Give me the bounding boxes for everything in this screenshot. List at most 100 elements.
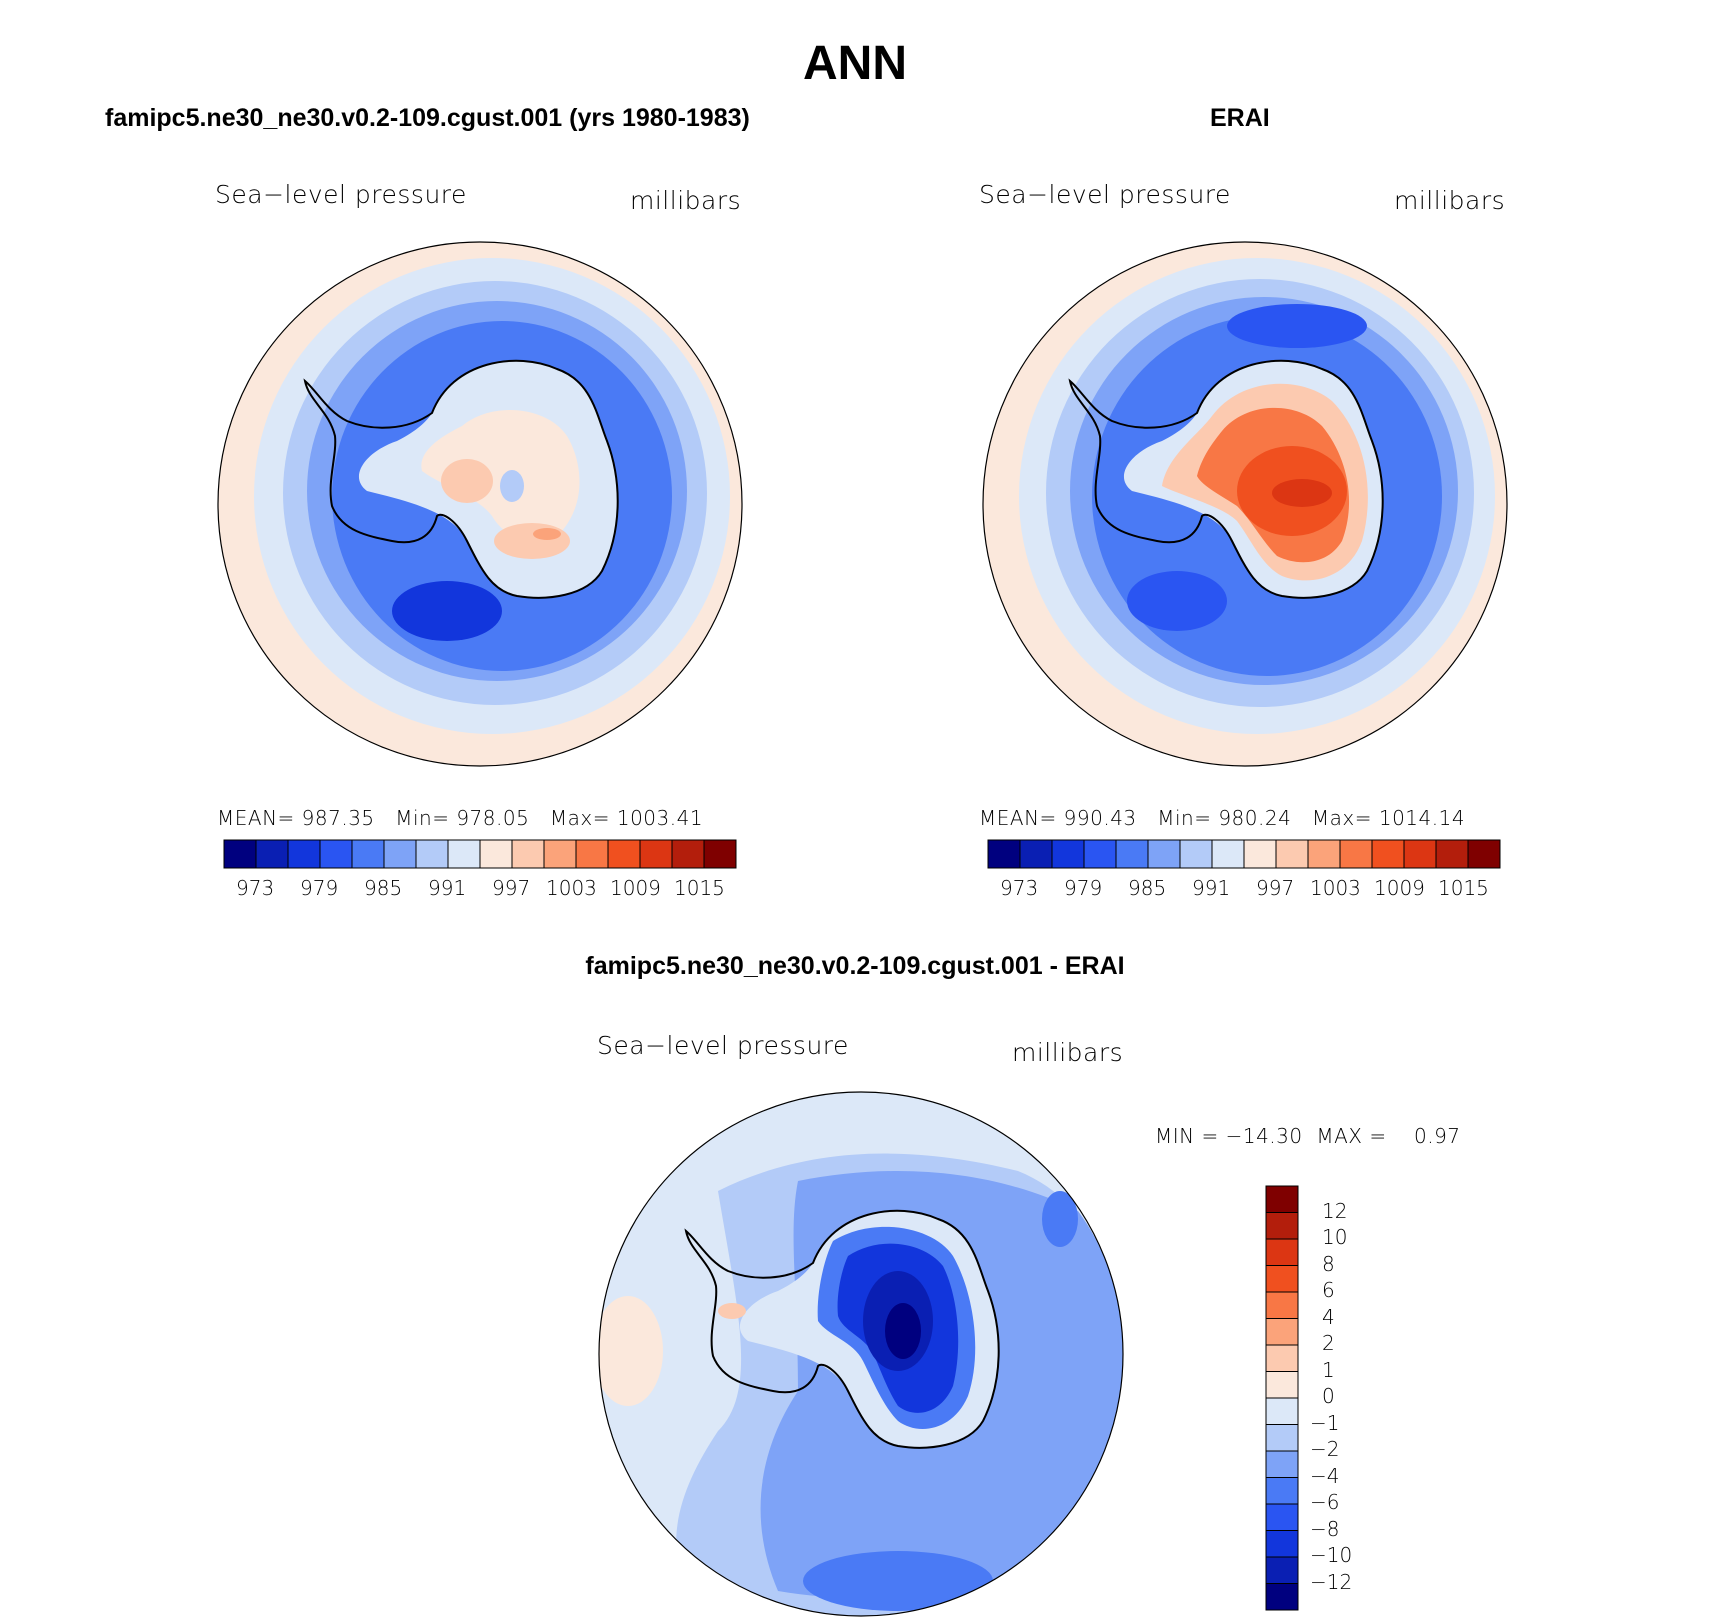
diff-colorbar <box>1265 1185 1299 1611</box>
colorbar-tick: 985 <box>1128 876 1167 900</box>
colorbar-swatch <box>671 839 705 869</box>
panel-2-title: ERAI <box>1210 104 1270 132</box>
diff-region-4 <box>1042 1191 1078 1247</box>
colorbar-swatch <box>1265 1318 1299 1346</box>
panel-2-units: millibars <box>1394 186 1506 215</box>
colorbar-tick: 979 <box>1064 876 1103 900</box>
colorbar-swatch <box>1467 839 1501 869</box>
panel-2-stats: MEAN= 990.43 Min= 980.24 Max= 1014.14 <box>979 806 1465 830</box>
colorbar-tick: −2 <box>1310 1437 1340 1461</box>
colorbar-tick: −10 <box>1310 1543 1353 1567</box>
min-value: 978.05 <box>456 806 530 830</box>
colorbar-tick: 1015 <box>674 876 725 900</box>
colorbar-swatch <box>1339 839 1373 869</box>
colorbar-swatch <box>319 839 353 869</box>
colorbar-swatch <box>511 839 545 869</box>
colorbar-tick: 997 <box>492 876 531 900</box>
max-label: Max= <box>549 806 610 830</box>
high-peak <box>1272 479 1332 507</box>
min-label: Min= <box>395 806 450 830</box>
map-low-core-2 <box>1227 304 1367 348</box>
colorbar-swatch <box>1265 1397 1299 1425</box>
diff-warm-small <box>718 1303 746 1319</box>
diff-stats: MIN = −14.30 MAX = 0.97 <box>1155 1124 1461 1148</box>
panel-2-field-label: Sea−level pressure <box>979 180 1231 209</box>
colorbar-tick: 6 <box>1322 1278 1335 1302</box>
colorbar-tick: 985 <box>364 876 403 900</box>
colorbar-swatch <box>1265 1371 1299 1399</box>
colorbar-tick: 1015 <box>1438 876 1489 900</box>
colorbar-tick: 12 <box>1322 1199 1348 1223</box>
mean-label: MEAN= <box>979 806 1057 830</box>
colorbar-tick: 1 <box>1322 1358 1335 1382</box>
colorbar-swatch <box>703 839 737 869</box>
colorbar-tick: −6 <box>1310 1490 1340 1514</box>
colorbar-tick: 0 <box>1322 1384 1335 1408</box>
colorbar-swatch <box>415 839 449 869</box>
antarctica-inner <box>421 409 580 542</box>
min-label: Min= <box>1157 806 1212 830</box>
antarctica-coast <box>1068 359 1384 599</box>
mean-label: MEAN= <box>217 806 295 830</box>
colorbar-tick: 1003 <box>546 876 597 900</box>
panel-1-stats: MEAN= 987.35 Min= 978.05 Max= 1003.41 <box>217 806 703 830</box>
diff-region-3 <box>803 1551 993 1611</box>
colorbar-swatch <box>383 839 417 869</box>
colorbar-tick: 4 <box>1322 1305 1335 1329</box>
colorbar-tick: 991 <box>1192 876 1231 900</box>
diff-units: millibars <box>1012 1038 1124 1067</box>
colorbar-swatch <box>1243 839 1277 869</box>
diff-min-peak <box>885 1303 921 1359</box>
colorbar-swatch <box>1083 839 1117 869</box>
panel-2-colorbar <box>987 839 1501 869</box>
antarctica-coast <box>303 359 619 599</box>
colorbar-tick: 997 <box>1256 876 1295 900</box>
map-low-core <box>392 581 502 641</box>
colorbar-swatch <box>1019 839 1053 869</box>
colorbar-swatch <box>1265 1503 1299 1531</box>
high-core-1 <box>441 459 493 503</box>
colorbar-tick: 991 <box>428 876 467 900</box>
colorbar-tick: 10 <box>1322 1225 1348 1249</box>
panel-1-map <box>217 241 743 767</box>
local-low <box>500 470 524 502</box>
min-value: 980.24 <box>1218 806 1292 830</box>
colorbar-swatch <box>1179 839 1213 869</box>
colorbar-tick: 979 <box>300 876 339 900</box>
colorbar-swatch <box>223 839 257 869</box>
colorbar-swatch <box>1265 1424 1299 1452</box>
colorbar-swatch <box>543 839 577 869</box>
colorbar-swatch <box>1435 839 1469 869</box>
colorbar-swatch <box>255 839 289 869</box>
colorbar-tick: −1 <box>1310 1411 1340 1435</box>
max-label: Max= <box>1311 806 1372 830</box>
colorbar-tick: 1009 <box>1374 876 1425 900</box>
colorbar-swatch <box>1211 839 1245 869</box>
colorbar-swatch <box>1051 839 1085 869</box>
colorbar-tick: −12 <box>1310 1570 1353 1594</box>
panel-2-map <box>982 241 1508 767</box>
colorbar-swatch <box>1115 839 1149 869</box>
colorbar-tick: −4 <box>1310 1464 1340 1488</box>
colorbar-swatch <box>575 839 609 869</box>
colorbar-swatch <box>1265 1212 1299 1240</box>
colorbar-swatch <box>639 839 673 869</box>
colorbar-tick: 973 <box>236 876 275 900</box>
colorbar-swatch <box>1265 1265 1299 1293</box>
panel-1-colorbar <box>223 839 737 869</box>
colorbar-swatch <box>1265 1556 1299 1584</box>
max-value: 1003.41 <box>616 806 704 830</box>
colorbar-swatch <box>1265 1530 1299 1558</box>
colorbar-swatch <box>287 839 321 869</box>
colorbar-tick: −8 <box>1310 1517 1340 1541</box>
diff-antarctica-coast <box>684 1209 1000 1449</box>
colorbar-tick: 1009 <box>610 876 661 900</box>
colorbar-swatch <box>447 839 481 869</box>
colorbar-swatch <box>1265 1477 1299 1505</box>
diff-panel-map <box>598 1091 1124 1617</box>
colorbar-tick: 2 <box>1322 1331 1335 1355</box>
colorbar-swatch <box>1265 1238 1299 1266</box>
colorbar-swatch <box>1275 839 1309 869</box>
diff-panel-title: famipc5.ne30_ne30.v0.2-109.cgust.001 - E… <box>585 952 1125 980</box>
colorbar-tick: 973 <box>1000 876 1039 900</box>
